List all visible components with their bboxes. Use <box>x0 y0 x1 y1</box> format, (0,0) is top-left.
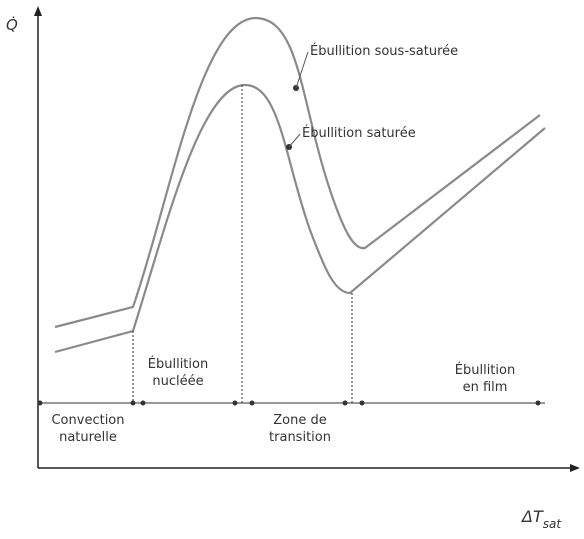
y-axis-label: Q̇ <box>6 15 18 34</box>
dot <box>140 400 146 406</box>
region-label: Ébullition <box>148 356 208 372</box>
curve-label: Ébullition saturée <box>302 125 416 141</box>
leader-line <box>288 133 301 148</box>
dot <box>535 400 541 406</box>
leader-line <box>295 51 309 89</box>
region-label: en film <box>463 380 508 395</box>
y-arrow <box>34 6 42 16</box>
x-axis-subscript: sat <box>543 517 563 531</box>
x-axis-symbol: ΔT <box>520 507 544 526</box>
dot <box>37 400 43 406</box>
dot <box>232 400 238 406</box>
dot <box>359 400 365 406</box>
region-label: Convection <box>51 413 124 428</box>
dot <box>249 400 255 406</box>
x-axis-label: ΔTsat <box>520 507 562 531</box>
dot <box>342 400 348 406</box>
x-arrow <box>570 464 580 472</box>
subcooled-curve <box>54 16 541 329</box>
region-label: naturelle <box>59 430 117 445</box>
region-label: transition <box>269 430 331 445</box>
curve-label: Ébullition sous-saturée <box>310 43 458 59</box>
dot <box>130 400 136 406</box>
region-dots <box>37 400 541 406</box>
region-label: Zone de <box>273 413 326 428</box>
region-label: Ébullition <box>455 362 515 378</box>
saturated-curve <box>54 83 546 354</box>
region-label: nucléée <box>152 374 203 389</box>
